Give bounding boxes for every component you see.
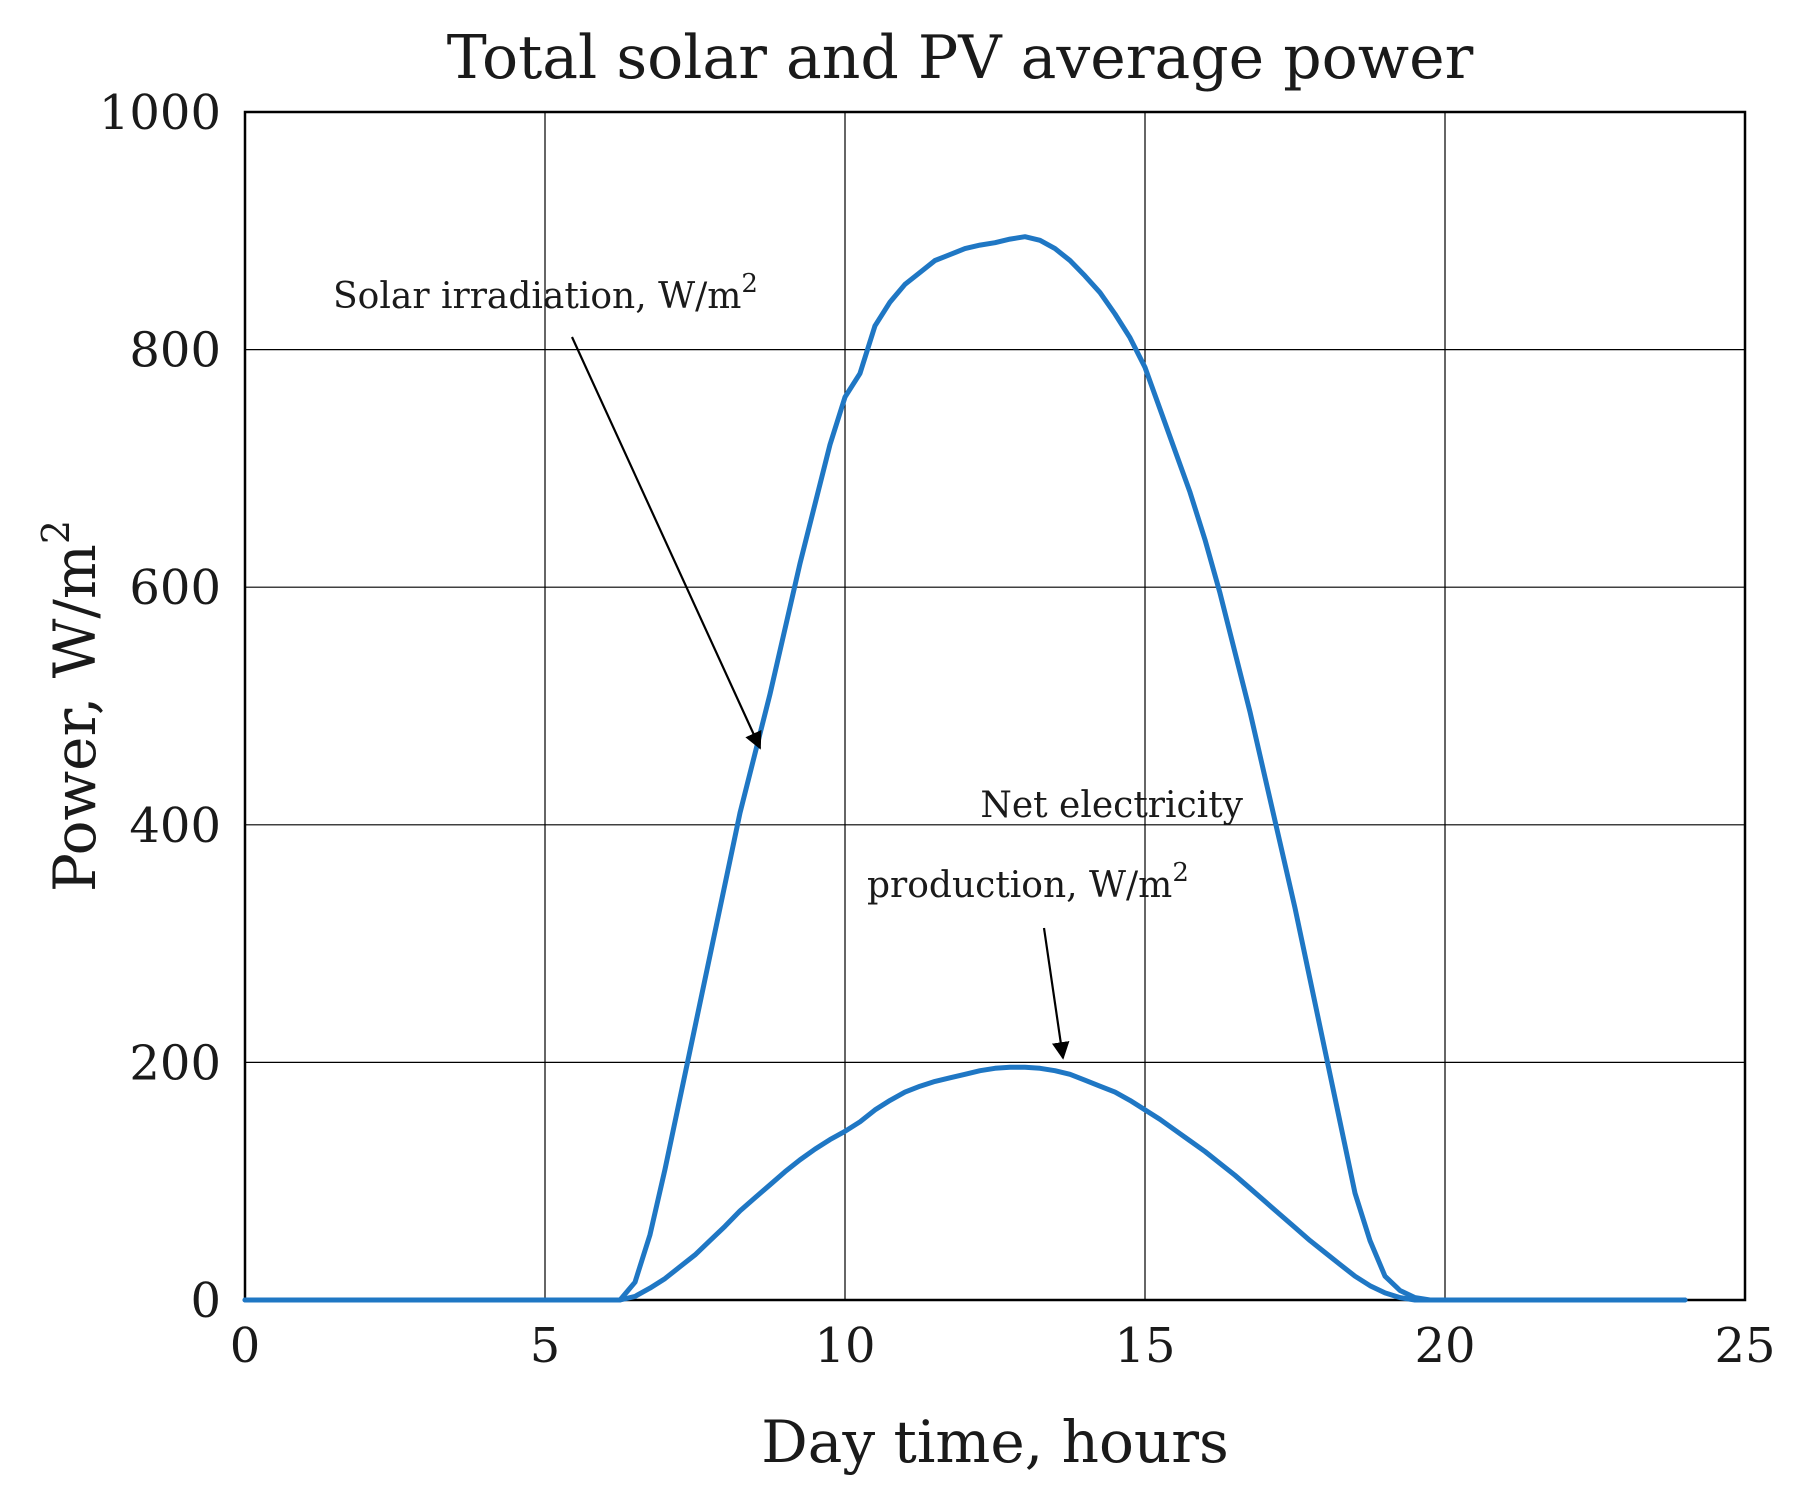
svg-text:Power, W/m2: Power, W/m2 <box>34 520 109 892</box>
x-tick-label: 25 <box>1714 1318 1775 1374</box>
x-axis-label: Day time, hours <box>761 1408 1228 1476</box>
annotation-net-text: production, W/m <box>867 865 1172 906</box>
y-tick-label: 0 <box>190 1273 221 1329</box>
y-tick-labels: 0 200 400 600 800 1000 <box>99 85 221 1329</box>
annotation-net-electricity-line2: production, W/m2 <box>867 858 1189 906</box>
annotation-net-electricity-line1: Net electricity <box>980 785 1243 826</box>
y-axis-label: Power, W/m2 <box>34 520 109 892</box>
annotation-solar-superscript: 2 <box>741 269 758 299</box>
grid <box>245 112 1745 1300</box>
y-axis-label-text: Power, W/m <box>41 544 109 892</box>
annotation-solar-text: Solar irradiation, W/m <box>333 276 741 317</box>
x-tick-labels: 0 5 10 15 20 25 <box>230 1318 1776 1374</box>
x-tick-label: 15 <box>1114 1318 1175 1374</box>
annotation-solar-irradiation: Solar irradiation, W/m2 <box>333 269 758 317</box>
y-tick-label: 1000 <box>99 85 221 141</box>
annotation-solar-arrow <box>570 336 762 750</box>
x-tick-label: 5 <box>530 1318 561 1374</box>
series-line-net-electricity <box>242 1064 1688 1303</box>
series-line-solar-irradiation <box>242 234 1688 1303</box>
x-tick-label: 10 <box>814 1318 875 1374</box>
y-tick-label: 800 <box>129 323 221 379</box>
annotation-net-arrow <box>1042 927 1070 1060</box>
x-tick-label: 0 <box>230 1318 261 1374</box>
y-tick-label: 400 <box>129 798 221 854</box>
series-group <box>242 234 1688 1303</box>
y-axis-label-superscript: 2 <box>34 520 78 544</box>
y-tick-label: 600 <box>129 560 221 616</box>
x-tick-label: 20 <box>1414 1318 1475 1374</box>
plot-frame <box>243 110 1747 1302</box>
annotation-net-superscript: 2 <box>1172 858 1189 888</box>
y-tick-label: 200 <box>129 1035 221 1091</box>
chart-title: Total solar and PV average power <box>447 23 1474 93</box>
